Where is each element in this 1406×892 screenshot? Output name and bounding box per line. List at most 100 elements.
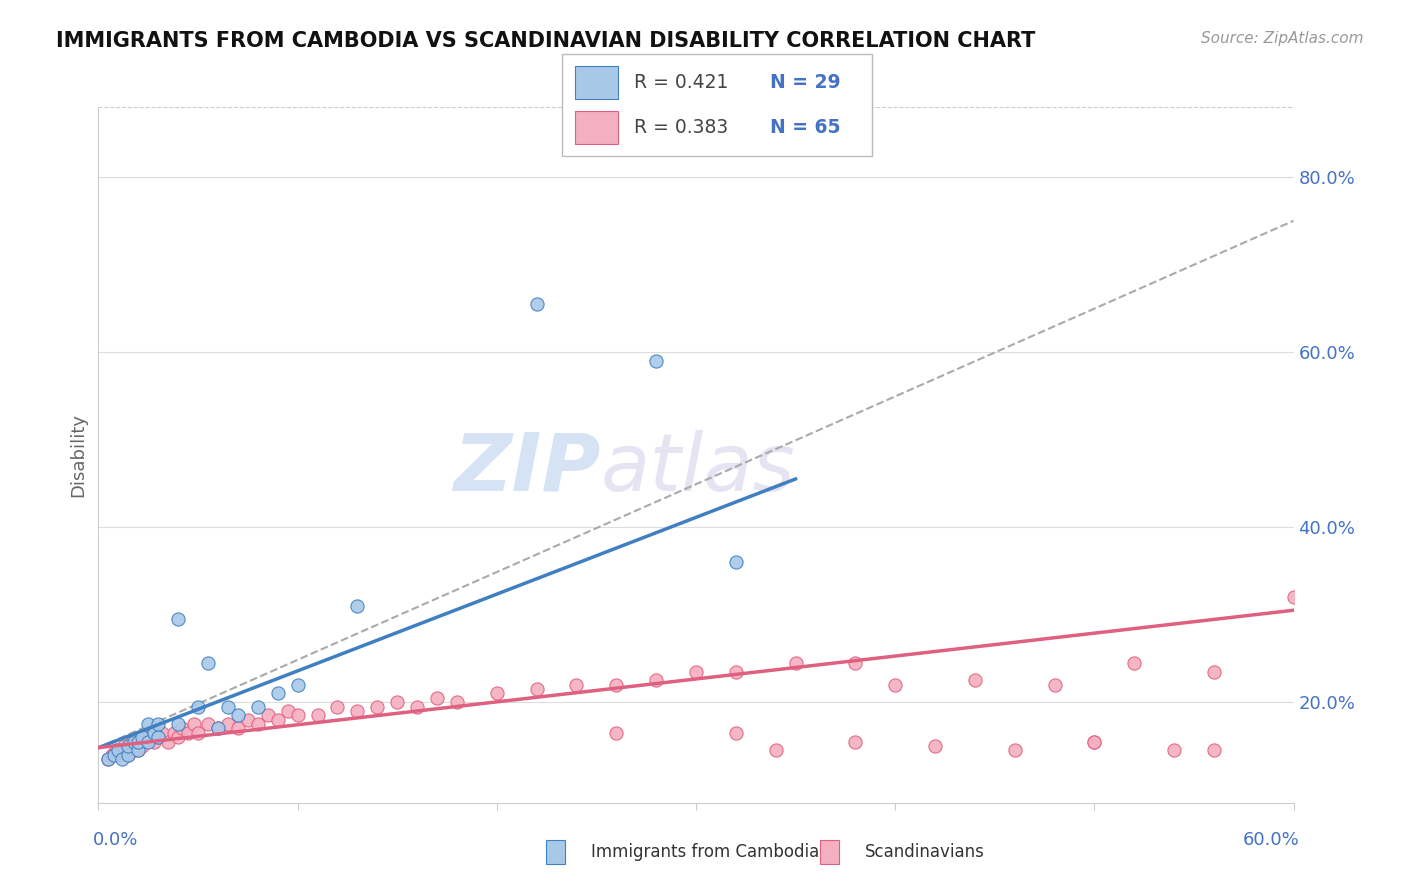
Point — [724, 665, 747, 679]
Point — [346, 704, 368, 718]
Point — [277, 704, 299, 718]
Point — [187, 726, 209, 740]
Point — [1282, 590, 1305, 604]
Point — [765, 743, 787, 757]
Point — [97, 752, 120, 766]
Text: Scandinavians: Scandinavians — [865, 843, 984, 861]
Point — [197, 656, 219, 670]
Text: N = 29: N = 29 — [769, 73, 841, 92]
Text: Immigrants from Cambodia: Immigrants from Cambodia — [591, 843, 818, 861]
Point — [287, 708, 309, 723]
Point — [724, 555, 747, 569]
Point — [124, 743, 146, 757]
Point — [217, 699, 239, 714]
Point — [1004, 743, 1026, 757]
Point — [143, 734, 166, 748]
Point — [111, 752, 134, 766]
Text: R = 0.421: R = 0.421 — [634, 73, 728, 92]
Point — [112, 739, 135, 753]
Point — [148, 730, 170, 744]
Point — [167, 730, 190, 744]
Point — [197, 717, 219, 731]
Point — [565, 678, 588, 692]
Point — [526, 297, 548, 311]
Point — [246, 717, 269, 731]
Text: atlas: atlas — [600, 430, 796, 508]
Point — [963, 673, 986, 688]
Point — [1163, 743, 1185, 757]
Point — [167, 612, 190, 626]
Point — [97, 752, 120, 766]
Text: 60.0%: 60.0% — [1243, 830, 1299, 848]
Point — [148, 730, 170, 744]
Point — [724, 726, 747, 740]
Point — [256, 708, 278, 723]
Point — [107, 743, 129, 757]
Point — [884, 678, 907, 692]
Point — [366, 699, 388, 714]
Point — [103, 747, 125, 762]
Text: N = 65: N = 65 — [769, 118, 841, 136]
Point — [307, 708, 329, 723]
Point — [127, 743, 149, 757]
Point — [131, 730, 153, 744]
Point — [844, 656, 866, 670]
Point — [117, 739, 139, 753]
Point — [385, 695, 409, 709]
Point — [346, 599, 368, 613]
Point — [187, 699, 209, 714]
Point — [236, 713, 259, 727]
Point — [924, 739, 946, 753]
Point — [446, 695, 468, 709]
Point — [1083, 734, 1105, 748]
Text: R = 0.383: R = 0.383 — [634, 118, 728, 136]
Point — [183, 717, 205, 731]
Point — [125, 734, 148, 748]
Point — [226, 708, 249, 723]
Point — [127, 743, 149, 757]
Point — [157, 734, 180, 748]
Point — [167, 717, 190, 731]
Point — [326, 699, 349, 714]
Text: IMMIGRANTS FROM CAMBODIA VS SCANDINAVIAN DISABILITY CORRELATION CHART: IMMIGRANTS FROM CAMBODIA VS SCANDINAVIAN… — [56, 31, 1036, 51]
Point — [177, 726, 200, 740]
Text: 0.0%: 0.0% — [93, 830, 138, 848]
Point — [605, 726, 627, 740]
FancyBboxPatch shape — [575, 111, 619, 144]
Point — [121, 734, 143, 748]
Point — [148, 717, 170, 731]
Point — [645, 354, 668, 368]
Point — [1123, 656, 1146, 670]
Point — [131, 739, 153, 753]
Point — [267, 686, 290, 700]
Point — [645, 673, 668, 688]
Point — [685, 665, 707, 679]
Point — [143, 726, 166, 740]
Point — [526, 681, 548, 696]
Point — [117, 747, 139, 762]
Point — [485, 686, 508, 700]
Point — [101, 747, 124, 762]
Point — [117, 747, 139, 762]
Point — [246, 699, 269, 714]
Point — [110, 747, 132, 762]
Point — [150, 726, 173, 740]
Point — [1202, 743, 1225, 757]
Point — [844, 734, 866, 748]
Point — [127, 734, 149, 748]
Point — [207, 722, 229, 736]
Point — [226, 722, 249, 736]
Point — [605, 678, 627, 692]
Point — [1043, 678, 1066, 692]
Y-axis label: Disability: Disability — [69, 413, 87, 497]
FancyBboxPatch shape — [562, 54, 872, 156]
Point — [105, 743, 128, 757]
Point — [136, 717, 159, 731]
Point — [124, 734, 146, 748]
Point — [287, 678, 309, 692]
Point — [163, 726, 186, 740]
Point — [217, 717, 239, 731]
Point — [1083, 734, 1105, 748]
Point — [136, 734, 159, 748]
Point — [267, 713, 290, 727]
